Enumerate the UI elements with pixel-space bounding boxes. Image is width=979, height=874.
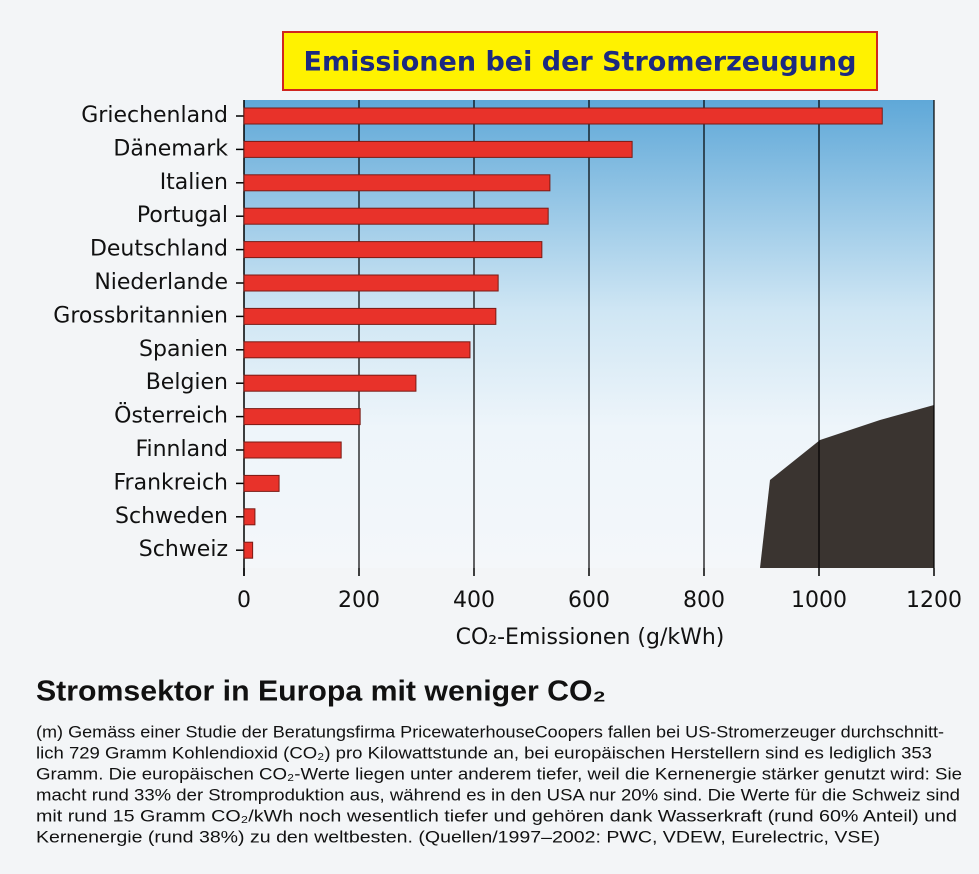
- x-tick-label: 1200: [906, 588, 962, 613]
- paragraph-line: (m) Gemäss einer Studie der Beratungsfir…: [36, 722, 944, 741]
- paragraph-line: lich 729 Gramm Kohlendioxid (CO₂) pro Ki…: [36, 743, 932, 762]
- y-tick-label: Schweden: [115, 504, 228, 529]
- bar: [244, 542, 253, 558]
- y-tick-label: Dänemark: [113, 136, 228, 161]
- bar: [244, 409, 360, 425]
- bar: [244, 141, 632, 157]
- y-tick-label: Frankreich: [113, 470, 228, 495]
- bar: [244, 242, 542, 258]
- bar: [244, 308, 496, 324]
- x-tick-label: 600: [568, 588, 610, 613]
- y-tick-label: Spanien: [139, 337, 228, 362]
- y-tick-label: Schweiz: [139, 537, 228, 562]
- y-tick-label: Niederlande: [94, 270, 228, 295]
- bar: [244, 475, 279, 491]
- bar: [244, 175, 550, 191]
- paragraph-line: Kernenergie (rund 38%) zu den weltbesten…: [36, 827, 880, 846]
- y-tick-label: Österreich: [114, 403, 228, 429]
- y-tick-label: Portugal: [137, 203, 228, 228]
- bar: [244, 375, 416, 391]
- y-tick-label: Italien: [160, 170, 228, 195]
- y-tick-label: Finnland: [135, 437, 228, 462]
- paragraph-line: Gramm. Die europäischen CO₂-Werte liegen…: [36, 764, 962, 783]
- bar: [244, 342, 470, 358]
- y-tick-label: Griechenland: [81, 103, 228, 128]
- y-tick-label: Belgien: [146, 370, 228, 395]
- headline: Stromsektor in Europa mit weniger CO₂: [36, 676, 606, 708]
- bar: [244, 442, 341, 458]
- y-tick-label: Deutschland: [90, 237, 228, 262]
- x-tick-label: 800: [683, 588, 725, 613]
- x-axis-label: CO₂-Emissionen (g/kWh): [456, 625, 725, 650]
- x-tick-label: 200: [338, 588, 380, 613]
- x-tick-label: 1000: [791, 588, 847, 613]
- paragraph-line: mit rund 15 Gramm CO₂/kWh noch wesentlic…: [36, 806, 957, 825]
- bar: [244, 108, 882, 124]
- page: Emissionen bei der Stromerzeugung CO₂-Em…: [0, 0, 979, 874]
- bar: [244, 509, 255, 525]
- x-tick-label: 400: [453, 588, 495, 613]
- paragraph-line: macht rund 33% der Stromproduktion aus, …: [36, 785, 960, 804]
- bar: [244, 275, 498, 291]
- x-tick-label: 0: [237, 588, 251, 613]
- y-tick-label: Grossbritannien: [53, 303, 228, 328]
- bar: [244, 208, 548, 224]
- chart-title: Emissionen bei der Stromerzeugung: [304, 47, 857, 78]
